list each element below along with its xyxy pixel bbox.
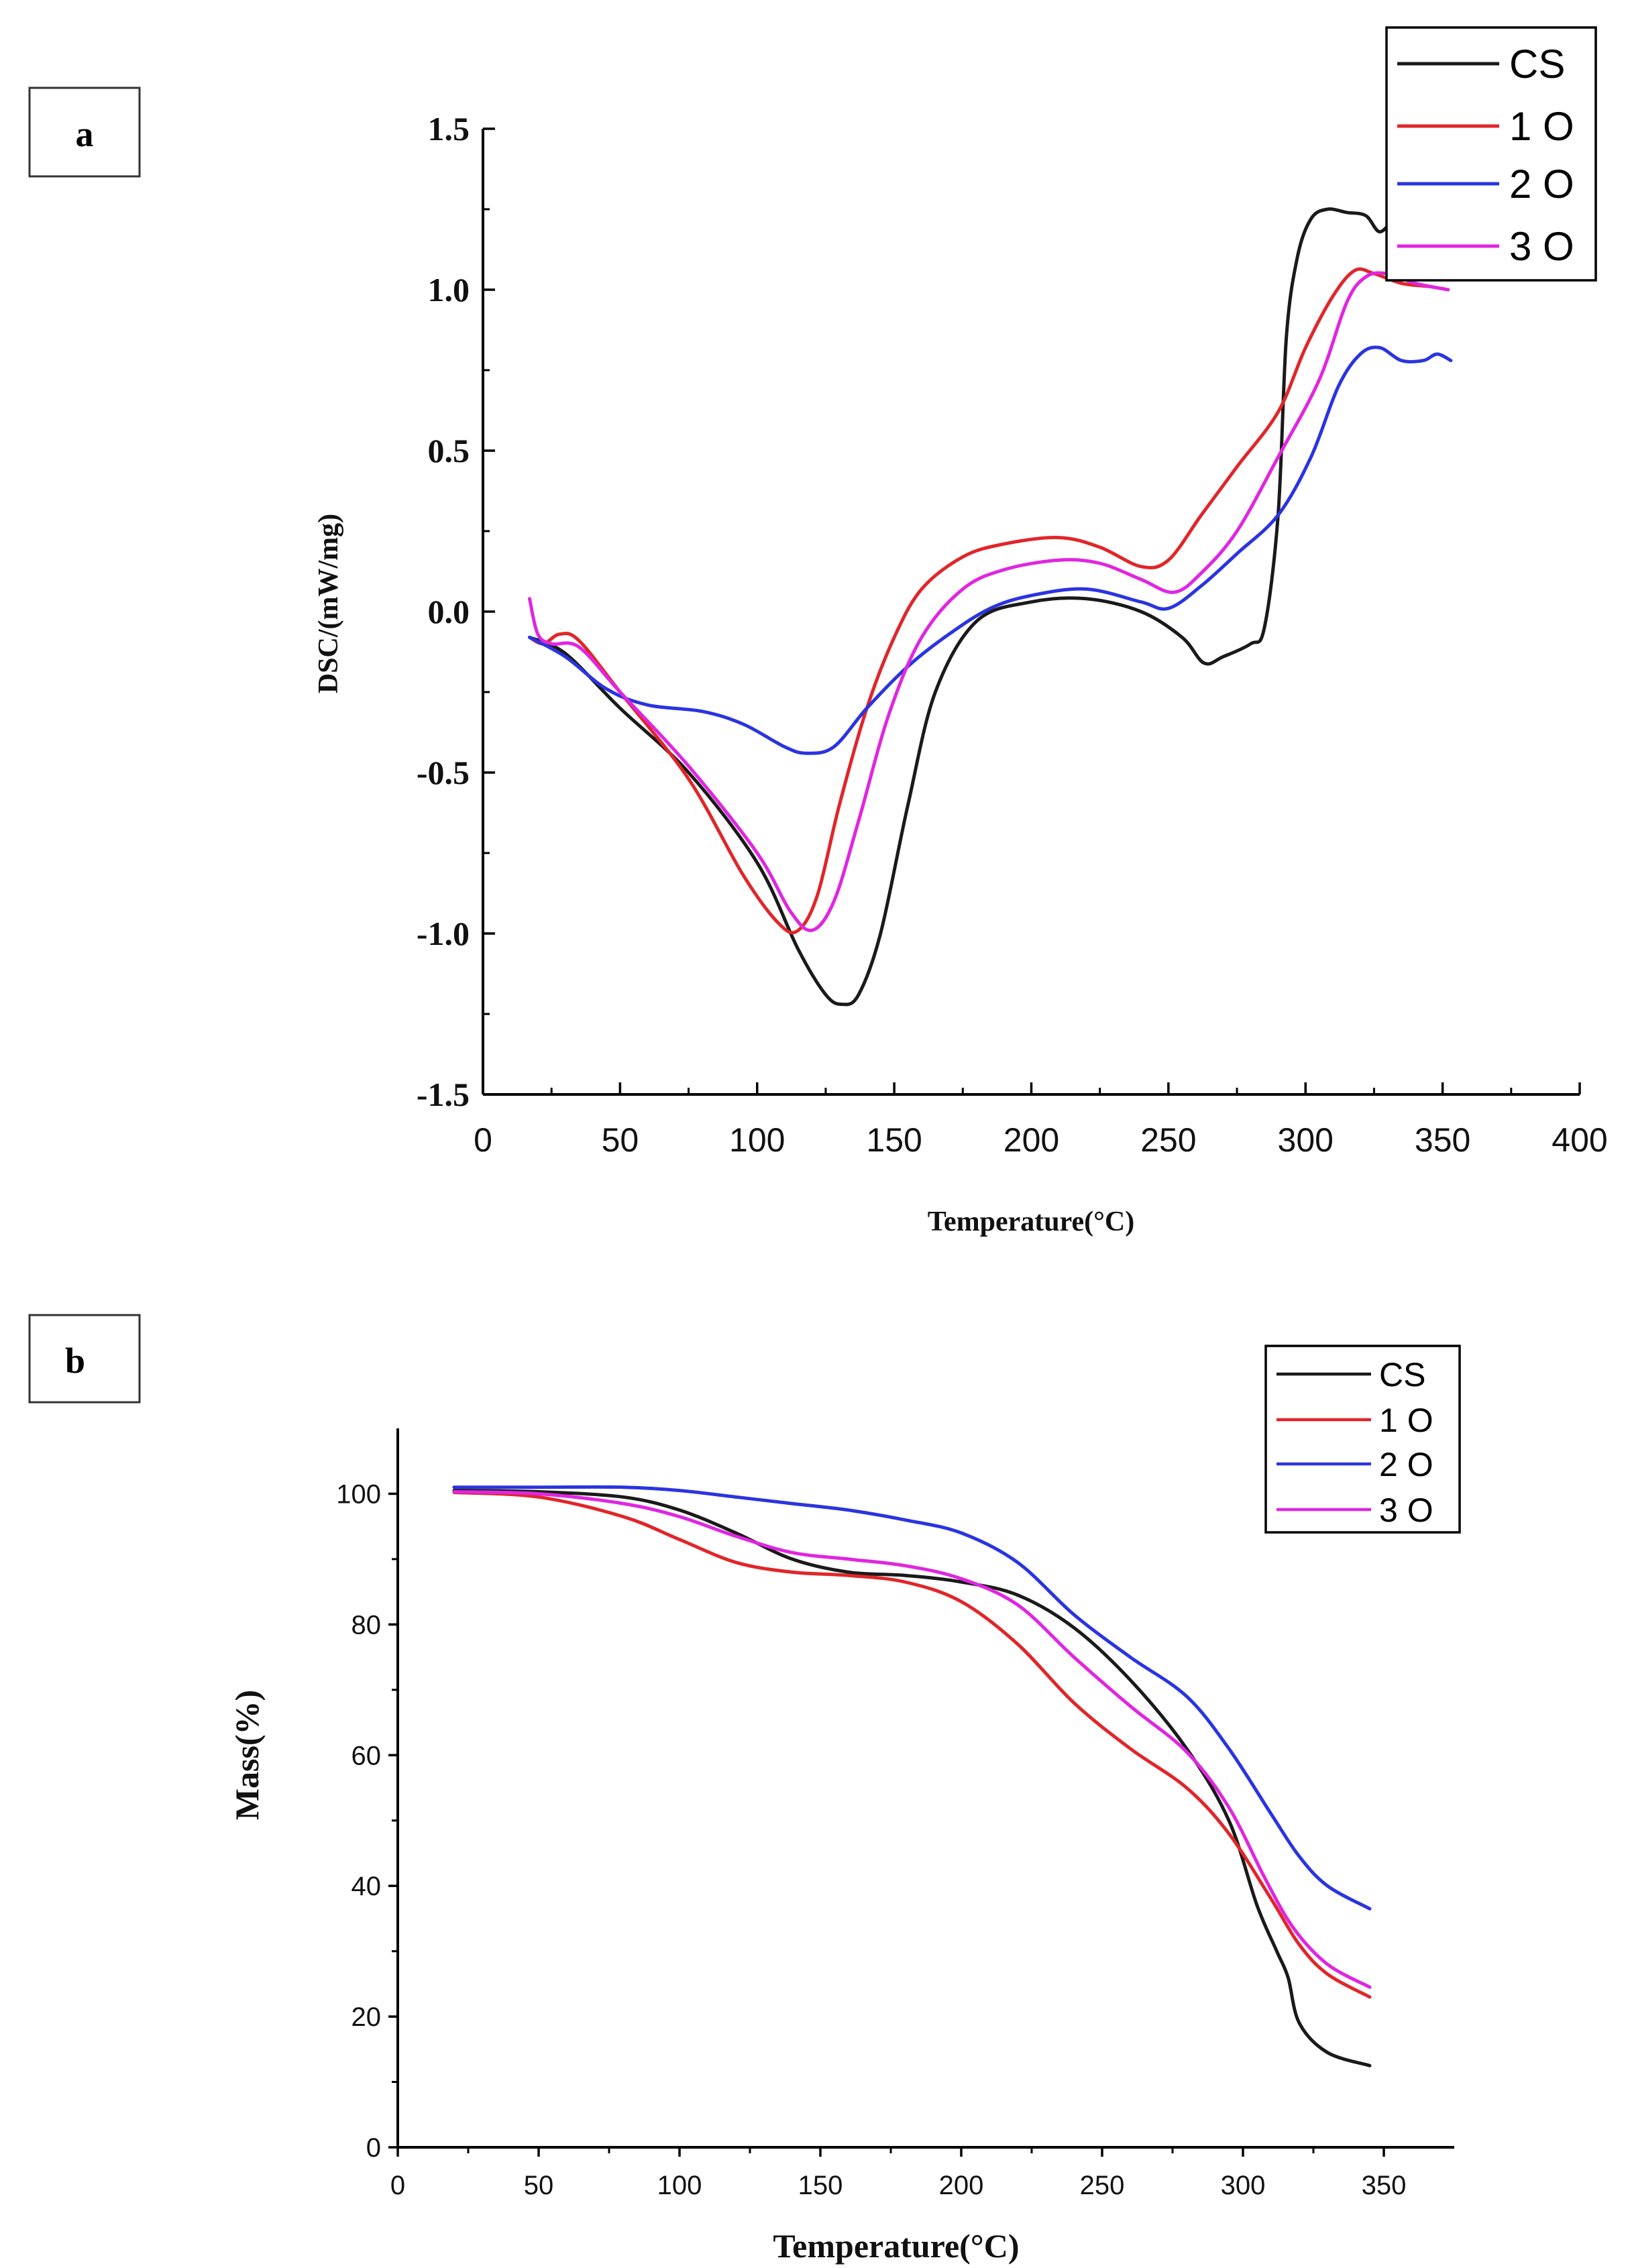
b-y-tick-5: 100 — [336, 1479, 381, 1509]
a-y-tick-5: 1.0 — [428, 271, 470, 308]
a-legend-label-1o: 1 O — [1509, 104, 1574, 149]
panel-b: b 0 50 100 150 200 250 300 350 0 20 40 6… — [28, 1314, 1461, 2265]
a-y-tick-4: 0.5 — [428, 432, 470, 469]
a-x-tick-0: 0 — [474, 1121, 492, 1159]
panel-b-label: b — [65, 1341, 85, 1381]
panel-b-legend-box — [1264, 1345, 1461, 1534]
b-x-tick-1: 50 — [524, 2171, 554, 2200]
panel-b-legend: CS 1 O 2 O 3 O — [1264, 1345, 1461, 1534]
a-y-tick-0: -1.5 — [417, 1076, 470, 1113]
b-y-tick-2: 40 — [351, 1872, 382, 1901]
a-legend-label-cs: CS — [1509, 42, 1565, 87]
b-legend-label-3o: 3 O — [1379, 1491, 1433, 1529]
b-y-tick-0: 0 — [366, 2133, 381, 2163]
a-series-2o — [528, 345, 1453, 755]
panel-b-ticks — [388, 1492, 1385, 2157]
b-y-tick-1: 20 — [351, 2002, 382, 2032]
a-x-tick-1: 50 — [602, 1121, 639, 1159]
b-series-cs — [452, 1489, 1372, 2067]
b-series-2o — [452, 1485, 1372, 1911]
b-x-tick-5: 250 — [1080, 2171, 1125, 2200]
panel-b-y-axis-title: Mass(%) — [228, 1690, 266, 1820]
panel-b-plot-area — [452, 1485, 1372, 2067]
a-legend-label-2o: 2 O — [1509, 162, 1574, 207]
panel-b-x-tick-labels: 0 50 100 150 200 250 300 350 — [390, 2171, 1407, 2200]
a-y-tick-2: -0.5 — [417, 754, 470, 791]
b-x-tick-4: 200 — [939, 2171, 984, 2200]
panel-a-plot-area — [528, 207, 1453, 1007]
a-x-tick-7: 350 — [1415, 1121, 1470, 1159]
b-x-tick-2: 100 — [657, 2171, 702, 2200]
a-x-tick-3: 150 — [866, 1121, 922, 1159]
a-x-tick-4: 200 — [1003, 1121, 1059, 1159]
a-x-tick-6: 300 — [1278, 1121, 1334, 1159]
panel-b-label-box — [28, 1314, 141, 1404]
a-series-1o — [528, 267, 1450, 935]
panel-b-y-tick-labels: 0 20 40 60 80 100 — [336, 1479, 381, 2163]
panel-a-legend-box — [1385, 26, 1597, 282]
b-x-tick-3: 150 — [798, 2171, 843, 2200]
panel-a-y-axis-title: DSC/(mW/mg) — [313, 514, 344, 693]
panel-a-label: a — [76, 114, 94, 154]
a-series-cs — [528, 207, 1403, 1007]
a-y-tick-6: 1.5 — [428, 110, 470, 148]
b-legend-label-2o: 2 O — [1379, 1446, 1433, 1483]
b-y-tick-4: 80 — [351, 1610, 382, 1640]
a-x-tick-8: 400 — [1552, 1121, 1607, 1159]
b-series-3o — [452, 1490, 1372, 1989]
b-x-tick-0: 0 — [390, 2171, 405, 2200]
b-x-tick-7: 350 — [1362, 2171, 1407, 2200]
b-legend-label-cs: CS — [1379, 1356, 1425, 1394]
panel-a-y-tick-labels: -1.5 -1.0 -0.5 0.0 0.5 1.0 1.5 — [417, 110, 470, 1113]
panel-a-label-box — [28, 87, 141, 178]
panel-b-x-axis-title: Temperature(°C) — [773, 2227, 1019, 2265]
b-series-1o — [452, 1491, 1372, 1999]
panel-a-x-axis-title: Temperature(°C) — [928, 1206, 1134, 1237]
a-y-tick-1: -1.0 — [417, 915, 470, 952]
a-x-tick-2: 100 — [729, 1121, 785, 1159]
a-legend-label-3o: 3 O — [1509, 224, 1574, 269]
b-legend-label-1o: 1 O — [1379, 1402, 1433, 1439]
a-x-tick-5: 250 — [1140, 1121, 1196, 1159]
panel-a-legend: CS 1 O 2 O 3 O — [1385, 26, 1597, 282]
b-x-tick-6: 300 — [1221, 2171, 1266, 2200]
a-series-3o — [528, 271, 1450, 932]
panel-a: a 0 50 100 150 200 250 300 350 400 -1.5 … — [28, 26, 1608, 1237]
b-y-tick-3: 60 — [351, 1741, 382, 1770]
a-y-tick-3: 0.0 — [428, 593, 470, 630]
panel-a-x-tick-labels: 0 50 100 150 200 250 300 350 400 — [474, 1121, 1608, 1159]
